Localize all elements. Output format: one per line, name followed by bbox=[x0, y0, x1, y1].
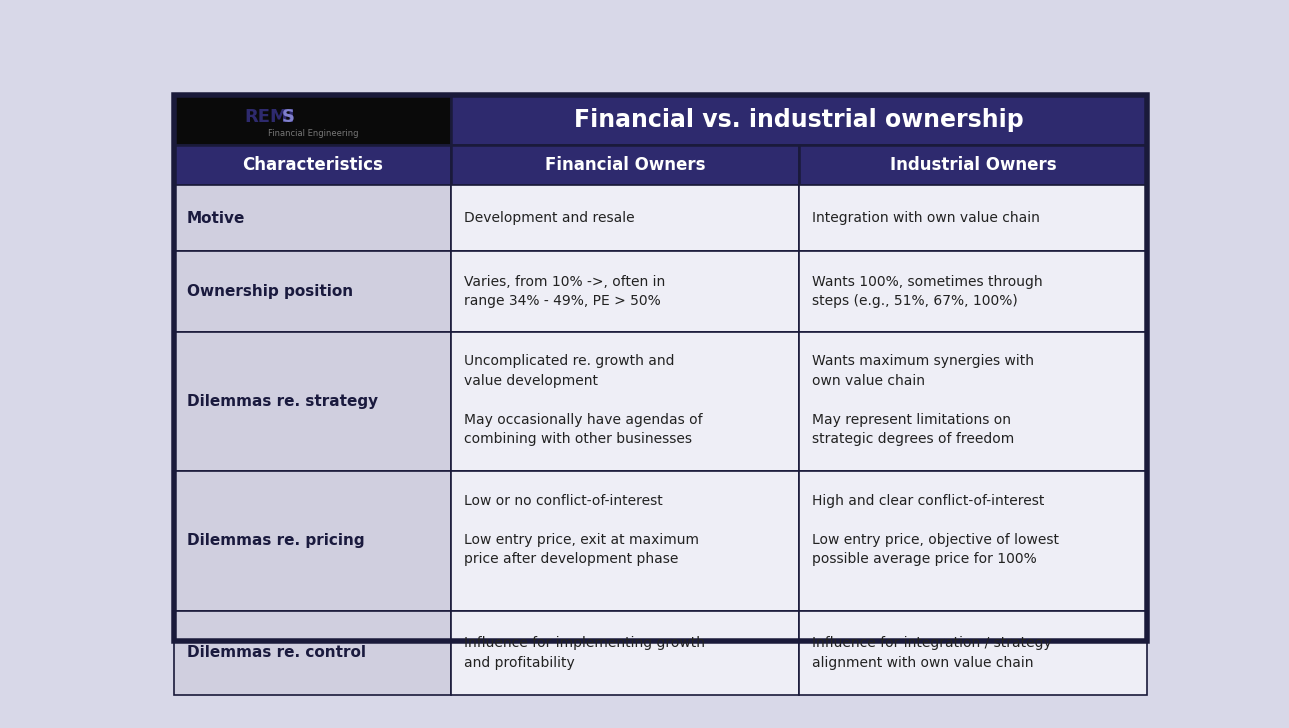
Text: Characteristics: Characteristics bbox=[242, 156, 383, 174]
Bar bbox=[174, 611, 451, 695]
Text: Influence for implementing growth
and profitability: Influence for implementing growth and pr… bbox=[464, 636, 705, 670]
Text: Financial Engineering: Financial Engineering bbox=[268, 130, 358, 138]
Text: Motive: Motive bbox=[187, 210, 245, 226]
Bar bbox=[451, 95, 1147, 145]
Bar bbox=[451, 185, 799, 251]
Bar bbox=[174, 185, 451, 251]
Bar bbox=[451, 471, 799, 611]
Text: Dilemmas re. pricing: Dilemmas re. pricing bbox=[187, 534, 365, 548]
Bar bbox=[799, 185, 1147, 251]
Bar bbox=[174, 471, 451, 611]
Bar bbox=[451, 251, 799, 332]
Text: Development and resale: Development and resale bbox=[464, 211, 635, 225]
Text: Industrial Owners: Industrial Owners bbox=[889, 156, 1056, 174]
Bar bbox=[799, 611, 1147, 695]
Text: Wants 100%, sometimes through
steps (e.g., 51%, 67%, 100%): Wants 100%, sometimes through steps (e.g… bbox=[812, 275, 1043, 309]
Text: Dilemmas re. strategy: Dilemmas re. strategy bbox=[187, 395, 378, 409]
Text: Wants maximum synergies with
own value chain

May represent limitations on
strat: Wants maximum synergies with own value c… bbox=[812, 355, 1034, 446]
Text: Integration with own value chain: Integration with own value chain bbox=[812, 211, 1040, 225]
Text: Ownership position: Ownership position bbox=[187, 284, 353, 299]
Text: Low or no conflict-of-interest

Low entry price, exit at maximum
price after dev: Low or no conflict-of-interest Low entry… bbox=[464, 494, 700, 566]
Bar bbox=[174, 332, 451, 471]
Bar bbox=[799, 332, 1147, 471]
Bar bbox=[451, 611, 799, 695]
Bar bbox=[174, 251, 451, 332]
Text: Dilemmas re. control: Dilemmas re. control bbox=[187, 646, 366, 660]
Bar bbox=[799, 251, 1147, 332]
Text: Varies, from 10% ->, often in
range 34% - 49%, PE > 50%: Varies, from 10% ->, often in range 34% … bbox=[464, 275, 665, 309]
Bar bbox=[174, 95, 451, 145]
Text: Uncomplicated re. growth and
value development

May occasionally have agendas of: Uncomplicated re. growth and value devel… bbox=[464, 355, 703, 446]
Text: Financial Owners: Financial Owners bbox=[545, 156, 705, 174]
Bar bbox=[451, 332, 799, 471]
Bar bbox=[799, 471, 1147, 611]
Bar bbox=[799, 145, 1147, 185]
Bar bbox=[174, 145, 451, 185]
Text: Financial vs. industrial ownership: Financial vs. industrial ownership bbox=[575, 108, 1025, 132]
Text: Influence for integration / strategy
alignment with own value chain: Influence for integration / strategy ali… bbox=[812, 636, 1052, 670]
Text: High and clear conflict-of-interest

Low entry price, objective of lowest
possib: High and clear conflict-of-interest Low … bbox=[812, 494, 1058, 566]
Text: REMI: REMI bbox=[245, 108, 295, 126]
Text: S: S bbox=[257, 108, 295, 126]
Bar bbox=[451, 145, 799, 185]
